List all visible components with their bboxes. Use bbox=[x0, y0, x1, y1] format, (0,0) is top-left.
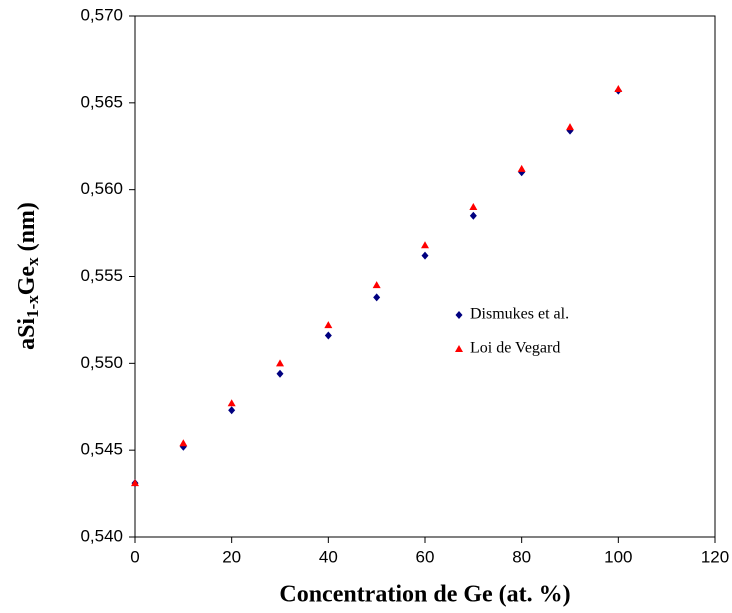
triangle-point bbox=[517, 164, 526, 172]
triangle-point bbox=[372, 281, 381, 289]
triangle-point bbox=[131, 479, 139, 487]
triangle-point bbox=[276, 359, 284, 367]
diamond-point bbox=[324, 331, 332, 340]
legend-marker bbox=[455, 345, 463, 352]
triangle-point bbox=[324, 321, 333, 329]
x-axis-label: Concentration de Ge (at. %) bbox=[279, 582, 570, 608]
diamond-point bbox=[228, 406, 236, 415]
triangle-point bbox=[421, 241, 429, 249]
x-tick-label: 100 bbox=[604, 547, 632, 566]
x-tick-label: 0 bbox=[130, 547, 139, 566]
legend-label: Loi de Vegard bbox=[470, 340, 560, 357]
triangle-point bbox=[179, 439, 188, 447]
x-tick-label: 80 bbox=[512, 547, 531, 566]
legend-label: Dismukes et al. bbox=[470, 306, 569, 323]
plot-frame bbox=[134, 15, 716, 538]
y-tick-label: 0,560 bbox=[80, 179, 123, 198]
x-tick-label: 20 bbox=[222, 547, 241, 566]
x-tick-label: 60 bbox=[416, 547, 435, 566]
diamond-point bbox=[566, 126, 574, 135]
y-tick-label: 0,555 bbox=[80, 266, 123, 285]
diamond-point bbox=[421, 251, 429, 260]
triangle-point bbox=[614, 84, 623, 92]
y-tick-label: 0,565 bbox=[80, 92, 123, 111]
x-tick-label: 120 bbox=[701, 547, 729, 566]
y-tick-label: 0,540 bbox=[80, 526, 123, 545]
diamond-point bbox=[276, 369, 284, 378]
y-tick-label: 0,570 bbox=[80, 5, 123, 24]
legend-marker bbox=[455, 311, 463, 319]
diamond-point bbox=[373, 293, 381, 302]
triangle-point bbox=[469, 203, 478, 211]
x-tick-label: 40 bbox=[319, 547, 338, 566]
y-tick-label: 0,545 bbox=[80, 440, 123, 459]
diamond-point bbox=[469, 211, 477, 220]
triangle-point bbox=[566, 123, 574, 131]
y-axis-label: aSi1-xGex (nm) bbox=[14, 202, 42, 350]
triangle-point bbox=[227, 399, 236, 407]
y-tick-label: 0,550 bbox=[80, 353, 123, 372]
